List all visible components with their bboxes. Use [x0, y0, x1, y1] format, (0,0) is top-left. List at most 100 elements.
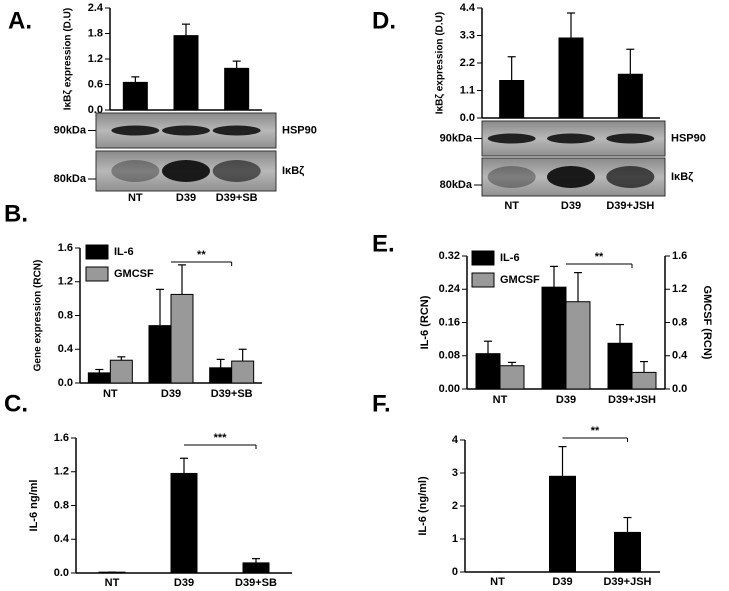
legend-swatch [471, 250, 495, 266]
y-axis-label: IκBζ expression (D.U) [63, 8, 74, 110]
error-bar [567, 12, 575, 38]
error-bar [640, 360, 648, 373]
bar [631, 371, 657, 390]
blot-protein-label: IκBζ [282, 165, 304, 177]
blot-protein-label: HSP90 [671, 132, 706, 144]
error-bar [550, 265, 558, 288]
y-tick-label: 0.00 [439, 383, 460, 395]
blot-band [212, 125, 261, 136]
blot-band [111, 160, 160, 182]
error-bar [507, 56, 516, 81]
y2-tick-label: 0.0 [672, 383, 687, 395]
bar [122, 81, 148, 111]
y-tick-label: 2 [452, 500, 458, 512]
y-tick-label: 1.1 [460, 84, 475, 96]
y-tick-label: 0.4 [54, 533, 70, 545]
error-bar [180, 457, 188, 474]
y-tick-label: 0.8 [54, 499, 69, 511]
blot-size-label: 90kDa [54, 124, 87, 136]
y-axis-label: IL-6 (RCN) [419, 295, 431, 349]
bar [224, 67, 250, 111]
blot-band [606, 133, 655, 144]
blot-band [162, 125, 210, 136]
y-tick-label: 0 [452, 566, 458, 578]
y-axis-label: IL-6 (ng/ml) [417, 476, 429, 536]
x-tick-label: D39+JSH [603, 576, 651, 588]
y2-tick-label: 1.6 [672, 250, 687, 262]
blot-band [487, 133, 536, 144]
bar [173, 35, 199, 111]
significance-label: ** [591, 425, 600, 437]
error-bar [238, 348, 247, 362]
x-tick-label: NT [493, 394, 508, 406]
bar [607, 342, 633, 390]
bar [541, 286, 567, 390]
bar [242, 562, 270, 574]
bar [148, 325, 172, 384]
panel-letter: B. [4, 200, 28, 227]
blot-band [111, 125, 160, 136]
blot-band [487, 166, 536, 188]
error-bar [484, 340, 492, 354]
y-tick-label: 0.0 [58, 377, 73, 389]
legend-swatch [85, 266, 109, 282]
bar [617, 73, 643, 119]
x-tick-label: D39+JSH [606, 200, 654, 212]
y-tick-label: 0.6 [88, 78, 103, 90]
x-tick-label: D39+SB [216, 192, 258, 204]
y-tick-label: 0.16 [439, 316, 460, 328]
bar [549, 475, 576, 573]
significance-label: ** [595, 251, 604, 263]
error-bar [131, 76, 140, 83]
x-tick-label: D39 [176, 192, 196, 204]
significance-label: *** [214, 432, 228, 444]
y-tick-label: 1 [452, 533, 458, 545]
x-tick-label: NT [103, 388, 118, 400]
y-tick-label: 1.2 [54, 466, 69, 478]
x-tick-label: NT [105, 577, 120, 589]
y2-tick-label: 0.4 [672, 350, 688, 362]
y-tick-label: 0.0 [460, 112, 475, 124]
bar [170, 293, 194, 384]
bar [475, 353, 501, 390]
panel-letter: D. [372, 7, 396, 34]
x-tick-label: D39 [161, 388, 181, 400]
y-tick-label: 1.8 [88, 27, 103, 39]
error-bar [182, 23, 190, 36]
y-tick-label: 1.6 [58, 242, 73, 254]
panel-letter: F. [372, 390, 391, 417]
y-tick-label: 0.24 [439, 283, 461, 295]
blot-band [547, 133, 595, 144]
bar [558, 37, 584, 119]
x-tick-label: NT [128, 192, 143, 204]
bar [109, 359, 133, 384]
y2-tick-label: 1.2 [672, 283, 687, 295]
y-tick-label: 1.2 [58, 276, 73, 288]
bar [499, 80, 525, 119]
panel-letter: C. [4, 390, 28, 417]
error-bar [252, 558, 260, 563]
x-tick-label: D39 [174, 577, 194, 589]
blot-band [162, 160, 210, 182]
error-bar [216, 358, 225, 368]
error-bar [616, 323, 624, 344]
bar [87, 372, 111, 384]
y-tick-label: 0.0 [54, 567, 69, 579]
legend-label: GMCSF [114, 268, 154, 280]
x-tick-label: D39+JSH [608, 394, 656, 406]
y2-axis-label: GMCSF (RCN) [701, 286, 713, 360]
x-tick-label: D39 [552, 576, 572, 588]
bar [614, 531, 641, 573]
y-tick-label: 2.4 [88, 2, 104, 14]
y-tick-label: 3 [452, 467, 458, 479]
x-tick-label: NT [490, 576, 505, 588]
error-bar [623, 516, 632, 533]
y-axis-label: IκBζ expression (D.U) [435, 12, 446, 114]
x-tick-label: D39+SB [211, 388, 253, 400]
y-tick-label: 1.6 [54, 432, 69, 444]
x-tick-label: D39 [561, 200, 581, 212]
error-bar [232, 60, 241, 69]
bar [565, 301, 591, 390]
legend-label: IL-6 [500, 252, 520, 264]
blot-protein-label: HSP90 [282, 124, 317, 136]
